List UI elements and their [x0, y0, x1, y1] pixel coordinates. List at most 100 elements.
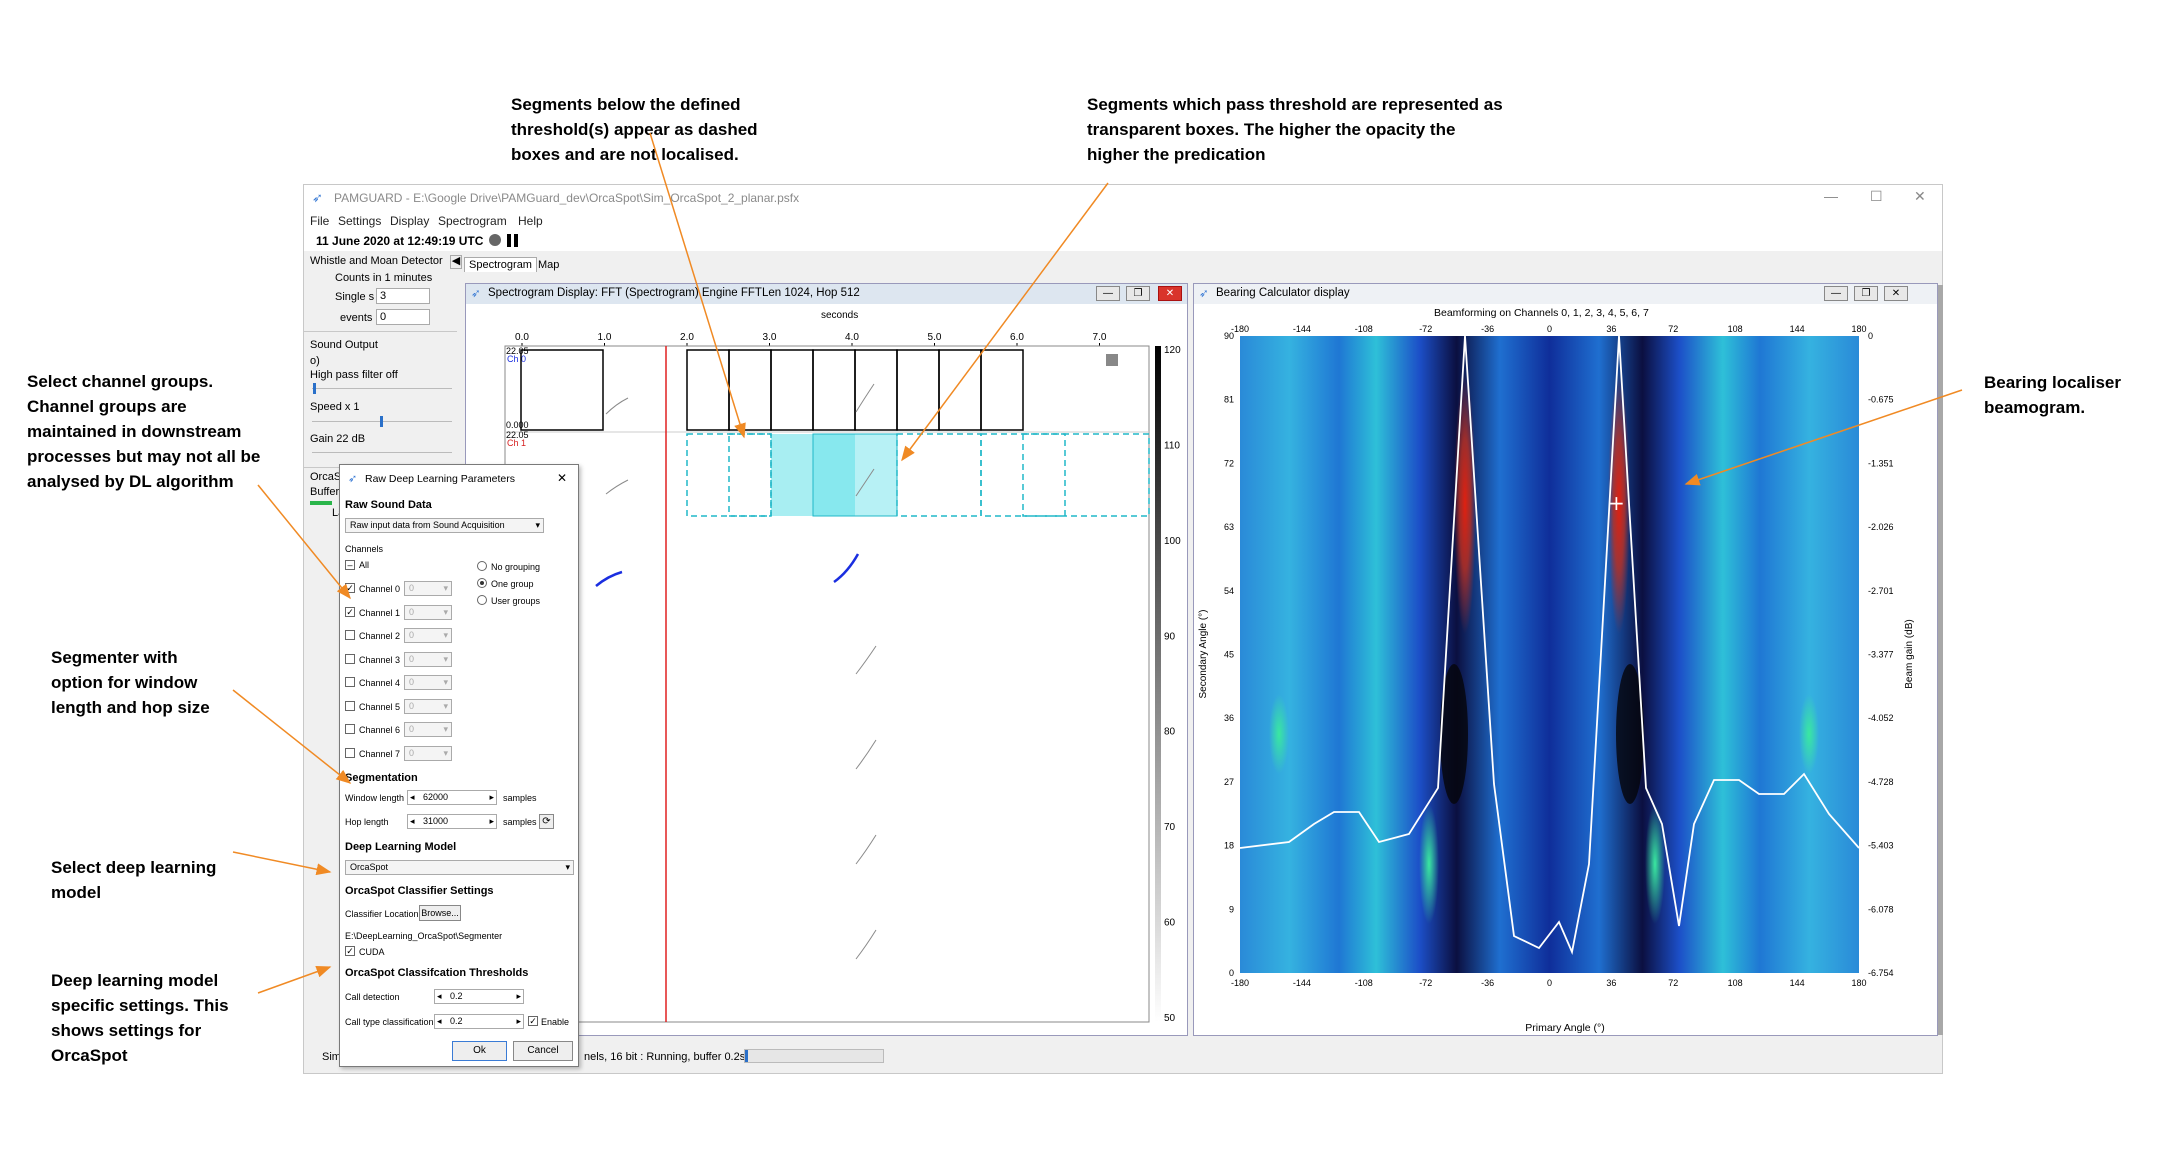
channel-6-group-select[interactable]: 0 — [404, 722, 452, 737]
pause-icon[interactable] — [507, 234, 511, 247]
channel-1-checkbox[interactable]: ✓ — [345, 606, 355, 617]
frame-restore-button[interactable]: ❐ — [1126, 286, 1150, 301]
record-icon[interactable] — [489, 234, 501, 246]
colorbar — [1155, 346, 1161, 1022]
spinner-left-icon[interactable]: ◂ — [437, 991, 442, 1001]
spinner-right-icon[interactable]: ▸ — [489, 792, 494, 802]
sidelobe — [1645, 804, 1665, 924]
channel-3-checkbox[interactable] — [345, 653, 355, 664]
single-count-field[interactable] — [376, 288, 430, 304]
call-detection-spinner[interactable]: ◂ 0.2 ▸ — [434, 989, 524, 1004]
tab-map[interactable]: Map — [538, 259, 560, 271]
x-tick-label: -108 — [1355, 978, 1373, 988]
spinner-left-icon[interactable]: ◂ — [410, 792, 415, 802]
x-tick-label: 144 — [1790, 978, 1805, 988]
high-pass-slider-thumb[interactable] — [313, 383, 316, 394]
cancel-button[interactable]: Cancel — [513, 1041, 573, 1061]
channel-2-checkbox[interactable] — [345, 630, 355, 640]
one-group-radio[interactable] — [477, 578, 487, 588]
menu-display[interactable]: Display — [390, 214, 430, 228]
channel-6-checkbox[interactable] — [345, 724, 355, 734]
collapse-panel-icon[interactable]: ◀ — [450, 255, 462, 269]
raw-deep-learning-dialog: ➶ Raw Deep Learning Parameters ✕ Raw Sou… — [339, 464, 579, 1067]
channel-4-checkbox[interactable] — [345, 677, 355, 687]
menu-file[interactable]: File — [310, 214, 330, 228]
x-tick-label: -108 — [1355, 324, 1373, 334]
pamguard-logo-icon: ➶ — [348, 473, 358, 485]
user-groups-radio[interactable] — [477, 595, 487, 605]
ok-button[interactable]: Ok — [452, 1041, 507, 1061]
window-length-value[interactable]: 62000 — [423, 792, 449, 802]
channel-7-checkbox[interactable] — [345, 747, 355, 758]
dashed-segment-box[interactable] — [728, 433, 772, 517]
y-tick-label: 54 — [1224, 586, 1234, 596]
dialog-close-icon[interactable]: ✕ — [557, 471, 568, 485]
x-tick-label: -72 — [1419, 978, 1432, 988]
window-scrollbar[interactable] — [1938, 285, 1943, 1035]
frame-restore-button[interactable]: ❐ — [1854, 286, 1878, 301]
whistle-detection[interactable] — [595, 570, 623, 587]
frame-close-button[interactable]: ✕ — [1158, 286, 1182, 301]
beamogram-svg: Beamforming on Channels 0, 1, 2, 3, 4, 5… — [1198, 307, 1915, 1034]
spinner-left-icon[interactable]: ◂ — [437, 1016, 442, 1026]
beamogram-image — [1240, 336, 1859, 973]
x-tick-label: 180 — [1851, 978, 1866, 988]
call-type-spinner[interactable]: ◂ 0.2 ▸ — [434, 1014, 524, 1029]
passed-segment-box[interactable] — [812, 433, 898, 517]
annotation-model-settings: Deep learning model specific settings. T… — [51, 971, 229, 1065]
model-select[interactable]: OrcaSpot — [345, 860, 574, 875]
channel-0-checkbox[interactable]: ✓ — [345, 583, 355, 593]
tab-spectrogram[interactable]: Spectrogram — [464, 257, 537, 272]
hop-length-value[interactable]: 31000 — [423, 816, 449, 826]
call-type-value[interactable]: 0.2 — [450, 1016, 463, 1026]
minimize-icon[interactable]: — — [1824, 188, 1838, 204]
events-count-field[interactable] — [376, 309, 430, 325]
channel-3-group-select[interactable]: 0 — [404, 651, 452, 667]
spinner-right-icon[interactable]: ▸ — [489, 816, 494, 826]
sound-source-select[interactable]: Raw input data from Sound Acquisition — [345, 518, 544, 533]
channel-0-group-select[interactable]: 0 — [404, 581, 452, 596]
call-detection-value[interactable]: 0.2 — [450, 991, 463, 1001]
menu-settings[interactable]: Settings — [338, 214, 382, 228]
all-checkbox[interactable]: – — [345, 560, 355, 570]
window-length-spinner[interactable]: ◂ 62000 ▸ — [407, 790, 497, 805]
speed-slider-thumb[interactable] — [380, 416, 383, 427]
detected-whistles — [595, 553, 860, 587]
hop-length-spinner[interactable]: ◂ 31000 ▸ — [407, 814, 497, 829]
whistle-detector-title: Whistle and Moan Detector — [310, 255, 443, 267]
close-icon[interactable]: ✕ — [1914, 188, 1926, 204]
cuda-checkbox[interactable]: ✓ — [345, 946, 355, 956]
spinner-right-icon[interactable]: ▸ — [516, 991, 521, 1001]
channel-1-group-select[interactable]: 0 — [404, 604, 452, 620]
no-grouping-radio[interactable] — [477, 561, 487, 571]
frame-minimize-button[interactable]: — — [1096, 286, 1120, 301]
bearing-crosshair-icon[interactable]: + — [1608, 491, 1625, 515]
menu-help[interactable]: Help — [518, 214, 543, 228]
gain-slider[interactable] — [312, 452, 452, 453]
x-tick-label: 36 — [1606, 324, 1616, 334]
channel-4-group-select[interactable]: 0 — [404, 675, 452, 690]
channel-2-group-select[interactable]: 0 — [404, 628, 452, 643]
hop-link-icon[interactable]: ⟳ — [539, 814, 554, 829]
sound-output-value: o) — [310, 355, 320, 367]
whistle-detection[interactable] — [833, 553, 860, 584]
high-pass-slider[interactable] — [312, 388, 452, 389]
colorbar-tick-label: 70 — [1164, 822, 1176, 833]
menu-spectrogram[interactable]: Spectrogram — [438, 214, 507, 228]
detection-box[interactable] — [520, 349, 604, 431]
x-tick-label: 72 — [1668, 324, 1678, 334]
channel-5-checkbox[interactable] — [345, 700, 355, 711]
browse-button[interactable]: Browse... — [419, 905, 461, 921]
enable-checkbox[interactable]: ✓ — [528, 1016, 538, 1026]
frame-close-button[interactable]: ✕ — [1884, 286, 1908, 301]
maximize-icon[interactable]: ☐ — [1870, 188, 1883, 204]
channel-7-group-select[interactable]: 0 — [404, 745, 452, 761]
channel-5-group-select[interactable]: 0 — [404, 698, 452, 714]
spinner-right-icon[interactable]: ▸ — [516, 1016, 521, 1026]
spinner-left-icon[interactable]: ◂ — [410, 816, 415, 826]
whistle-contour — [855, 468, 875, 497]
classifier-path: E:\DeepLearning_OrcaSpot\Segmenter — [345, 931, 503, 941]
frame-minimize-button[interactable]: — — [1824, 286, 1848, 301]
counts-label: Counts in 1 minutes — [335, 272, 433, 284]
cursor-box — [1106, 354, 1118, 366]
